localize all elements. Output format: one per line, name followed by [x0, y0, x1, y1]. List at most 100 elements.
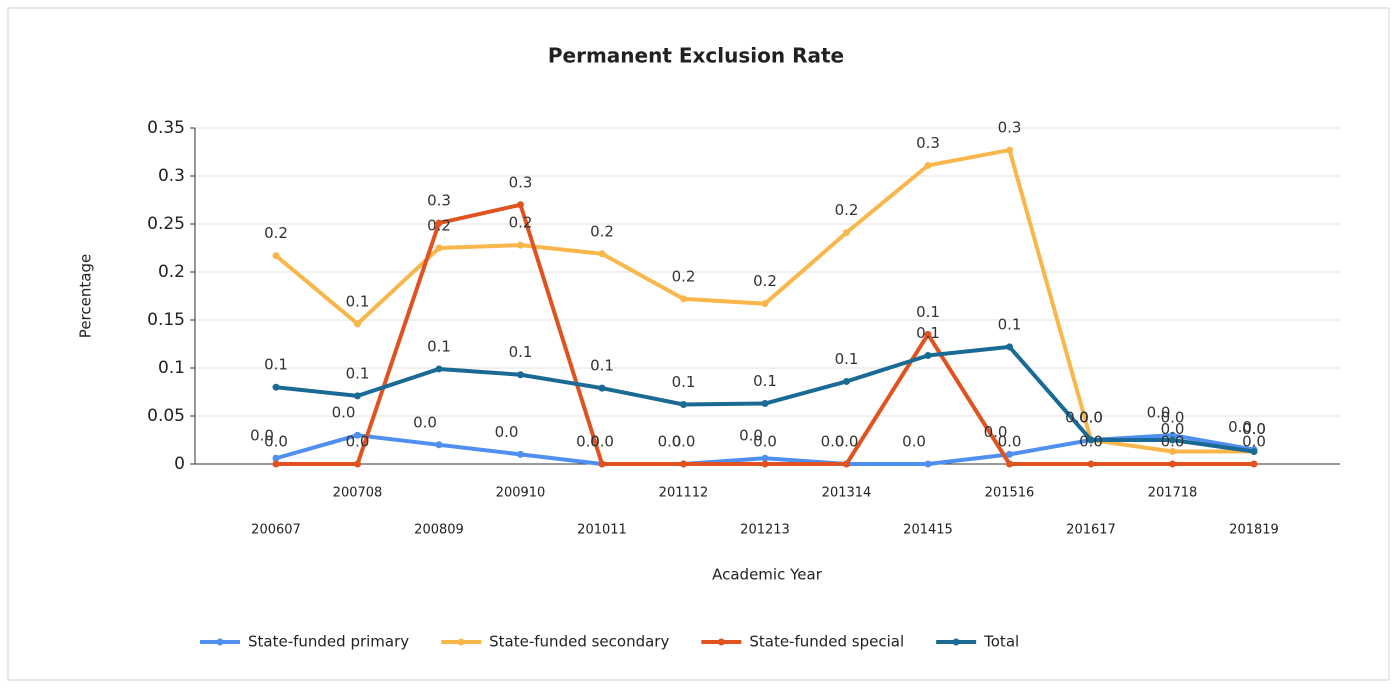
point: [435, 441, 443, 449]
data-label: 0.2: [835, 201, 859, 219]
legend-marker: [216, 638, 224, 646]
data-label: 0.2: [590, 222, 614, 240]
point: [1169, 436, 1176, 444]
point: [761, 454, 769, 462]
point: [680, 460, 687, 468]
point: [1169, 460, 1176, 468]
data-label: 0.1: [590, 357, 614, 375]
x-axis-title: Academic Year: [712, 566, 823, 584]
legend-label: State-funded primary: [248, 633, 409, 651]
x-tick-label: 200607: [251, 523, 301, 538]
data-label: 0.0: [495, 423, 519, 441]
legend-marker: [717, 638, 725, 646]
point: [354, 460, 361, 468]
data-label: 0.0: [739, 427, 763, 445]
data-label: 0.0: [658, 433, 682, 451]
data-label: 0.2: [672, 267, 696, 285]
point: [598, 384, 606, 392]
data-label: 0.2: [264, 224, 288, 242]
x-tick-label: 200910: [496, 486, 546, 501]
data-label: 0.2: [509, 214, 533, 232]
data-label: 0.0: [835, 433, 859, 451]
y-tick-label: 0: [174, 454, 185, 474]
y-axis-title: Percentage: [77, 254, 95, 338]
data-label: 0.0: [1161, 409, 1185, 427]
data-label: 0.0: [1228, 418, 1252, 436]
legend-marker: [952, 638, 960, 646]
data-label: 0.1: [672, 373, 696, 391]
point: [843, 229, 850, 237]
y-tick-label: 0.2: [158, 262, 185, 282]
x-tick-label: 200809: [414, 523, 464, 538]
point: [272, 383, 280, 391]
data-label: 0.0: [1242, 433, 1266, 451]
point: [1169, 431, 1176, 439]
data-label: 0.0: [1242, 420, 1266, 438]
x-tick-label: 201819: [1229, 523, 1279, 538]
data-label: 0.1: [998, 315, 1022, 333]
data-label: 0.2: [753, 272, 777, 290]
data-label: 0.0: [1161, 420, 1185, 438]
point: [435, 244, 443, 252]
data-label: 0.1: [835, 350, 859, 368]
point: [1006, 146, 1013, 154]
y-tick-label: 0.3: [158, 166, 185, 186]
point: [435, 219, 443, 227]
data-label: 0.3: [998, 119, 1022, 137]
point: [1087, 436, 1095, 444]
data-label: 0.0: [1161, 433, 1185, 451]
point: [435, 365, 443, 373]
data-label: 0.0: [1242, 420, 1266, 438]
x-tick-label: 201415: [903, 523, 953, 538]
data-label: 0.0: [672, 433, 696, 451]
data-label: 0.0: [1065, 409, 1089, 427]
point: [354, 320, 361, 328]
y-tick-label: 0.25: [147, 214, 185, 234]
data-label: 0.1: [427, 337, 451, 355]
point: [517, 241, 524, 249]
legend-label: State-funded special: [749, 633, 904, 651]
x-tick-label: 201516: [985, 486, 1035, 501]
data-label: 0.1: [264, 356, 288, 374]
point: [924, 161, 932, 169]
point: [924, 330, 932, 338]
y-tick-label: 0.35: [147, 118, 185, 138]
point: [680, 400, 687, 408]
data-label: 0.1: [753, 372, 777, 390]
legend-marker: [457, 638, 465, 646]
x-tick-label: 200708: [333, 486, 383, 501]
point: [1006, 450, 1013, 458]
point: [1006, 343, 1013, 351]
data-label: 0.1: [509, 343, 533, 361]
data-label: 0.3: [916, 134, 940, 152]
point: [924, 460, 932, 468]
data-label: 0.0: [332, 404, 356, 422]
y-tick-label: 0.1: [158, 358, 185, 378]
point: [761, 300, 769, 308]
point: [272, 460, 280, 468]
point: [272, 454, 280, 462]
data-label: 0.0: [346, 433, 370, 451]
point: [1087, 460, 1095, 468]
point: [1250, 448, 1258, 456]
legend-label: Total: [983, 633, 1019, 651]
x-tick-label: 201213: [740, 523, 790, 538]
data-label: 0.1: [916, 324, 940, 342]
y-tick-label: 0.05: [147, 406, 185, 426]
point: [680, 295, 687, 303]
data-label: 0.0: [984, 423, 1008, 441]
data-label: 0.0: [753, 433, 777, 451]
point: [272, 252, 280, 260]
data-label: 0.1: [346, 292, 370, 310]
chart-title: Permanent Exclusion Rate: [548, 44, 844, 68]
x-tick-label: 201112: [659, 486, 709, 501]
data-label: 0.0: [576, 433, 600, 451]
point: [843, 460, 850, 468]
x-tick-label: 201617: [1066, 523, 1116, 538]
data-label: 0.3: [509, 173, 533, 191]
data-label: 0.0: [250, 427, 274, 445]
point: [1250, 460, 1258, 468]
x-tick-label: 201718: [1148, 486, 1198, 501]
data-label: 0.0: [413, 413, 437, 431]
